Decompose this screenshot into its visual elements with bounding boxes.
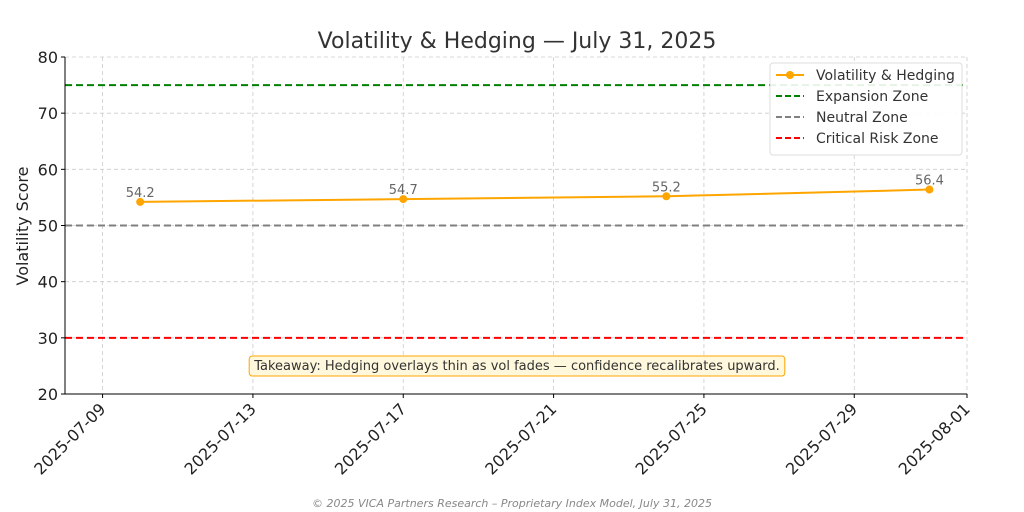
data-label: 54.7 — [389, 183, 418, 198]
legend-label: Volatility & Hedging — [816, 68, 955, 84]
takeaway-annotation: Takeaway: Hedging overlays thin as vol f… — [248, 355, 786, 377]
y-tick-label: 50 — [38, 217, 58, 236]
data-label: 56.4 — [915, 174, 944, 189]
legend-label: Critical Risk Zone — [816, 131, 939, 147]
legend: Volatility & Hedging Expansion Zone Neutra… — [769, 62, 963, 156]
series: 54.2 54.7 55.2 56.4 — [126, 174, 944, 206]
data-point — [399, 195, 408, 204]
legend-label: Expansion Zone — [816, 89, 928, 105]
data-point — [662, 192, 671, 201]
legend-box — [769, 62, 963, 156]
series-line — [140, 188, 930, 203]
x-tick-label: 2025-07-13 — [181, 399, 260, 478]
footer-text: © 2025 VICA Partners Research – Propriet… — [312, 497, 712, 510]
legend-label: Neutral Zone — [816, 110, 908, 126]
takeaway-text: Takeaway: Hedging overlays thin as vol f… — [253, 359, 780, 374]
x-tick-label: 2025-07-21 — [481, 399, 560, 478]
chart-title: Volatility & Hedging — July 31, 2025 — [318, 29, 717, 54]
y-axis-label: Volatility Score — [13, 167, 32, 286]
y-tick-label: 40 — [38, 273, 58, 292]
data-point — [925, 185, 934, 194]
y-tick-label: 70 — [38, 104, 58, 123]
data-label: 54.2 — [126, 186, 155, 201]
x-tick-label: 2025-07-17 — [331, 399, 410, 478]
y-ticks: 20 30 40 50 60 70 80 — [38, 48, 65, 404]
takeaway-box — [248, 355, 786, 377]
x-tick-label: 2025-07-29 — [782, 399, 861, 478]
x-tick-label: 2025-07-09 — [30, 399, 109, 478]
y-tick-label: 30 — [38, 329, 58, 348]
y-tick-label: 80 — [38, 48, 58, 67]
y-tick-label: 60 — [38, 160, 58, 179]
legend-marker — [786, 71, 794, 79]
grid — [65, 56, 968, 395]
x-tick-label: 2025-07-25 — [632, 399, 711, 478]
y-tick-label: 20 — [38, 385, 58, 404]
data-label: 55.2 — [652, 180, 681, 195]
x-tick-label: 2025-08-01 — [895, 399, 974, 478]
data-point — [136, 197, 145, 206]
x-ticks: 2025-07-09 2025-07-13 2025-07-17 2025-07-21… — [30, 394, 974, 479]
